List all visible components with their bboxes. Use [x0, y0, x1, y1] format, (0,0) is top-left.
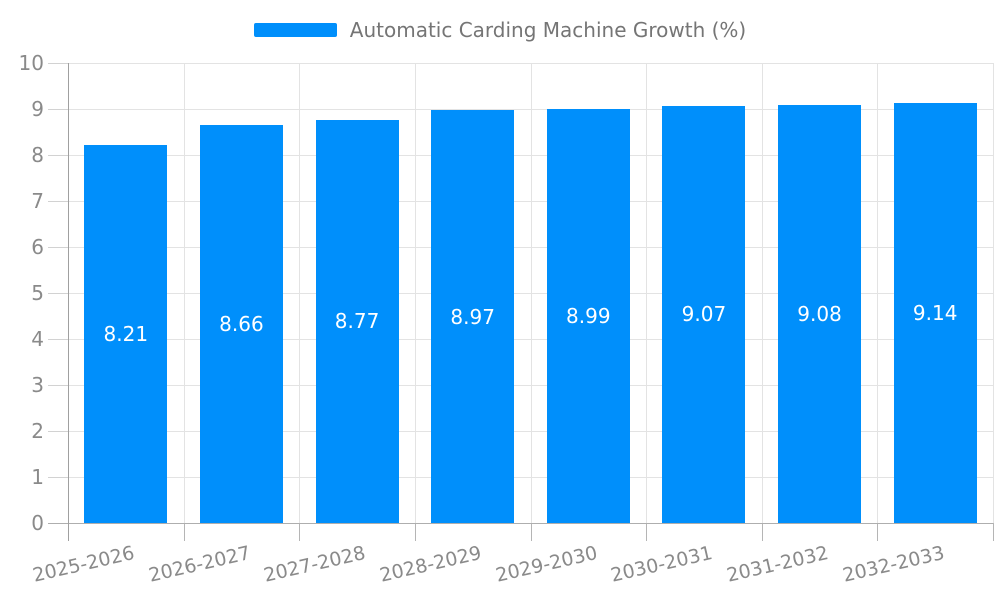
x-axis-tick [761, 523, 763, 541]
y-axis-line [68, 63, 69, 541]
bar-2027-2028 [315, 119, 399, 523]
y-tick-label: 5 [31, 281, 44, 305]
bar-2025-2026 [84, 145, 168, 523]
v-gridline [299, 63, 301, 523]
y-tick-label: 9 [31, 97, 44, 121]
y-axis-tick [48, 247, 68, 248]
x-axis-tick [993, 523, 994, 541]
bar-value-label: 8.21 [103, 322, 149, 347]
v-gridline [414, 63, 416, 523]
legend-swatch [253, 23, 337, 37]
y-tick-label: 1 [31, 465, 44, 489]
y-tick-label: 4 [31, 327, 44, 351]
x-axis-tick [530, 523, 532, 541]
v-gridline [183, 63, 185, 523]
y-axis-tick [48, 155, 68, 156]
x-axis-tick [877, 523, 879, 541]
y-tick-label: 3 [31, 373, 44, 397]
bar-2029-2030 [546, 109, 630, 523]
v-gridline [646, 63, 648, 523]
bar-value-label: 8.97 [450, 304, 495, 329]
v-gridline [993, 63, 994, 523]
bar-2032-2033 [893, 102, 977, 523]
y-tick-label: 2 [31, 419, 44, 443]
legend-label: Automatic Carding Machine Growth (%) [349, 18, 747, 42]
x-tick-label: 2028-2029 [377, 542, 484, 587]
y-axis-tick [48, 63, 68, 64]
legend: Automatic Carding Machine Growth (%) [0, 16, 1000, 44]
x-axis-tick [299, 523, 301, 541]
y-tick-label: 8 [31, 143, 44, 167]
legend-item[interactable]: Automatic Carding Machine Growth (%) [253, 16, 747, 44]
bar-2031-2032 [778, 105, 862, 523]
x-tick-label: 2027-2028 [262, 542, 369, 587]
y-tick-label: 6 [31, 235, 44, 259]
y-tick-label: 7 [31, 189, 44, 213]
bar-2030-2031 [662, 105, 746, 523]
y-axis-tick [48, 431, 68, 432]
bar-value-label: 8.66 [219, 311, 264, 336]
x-tick-label: 2030-2031 [609, 542, 715, 587]
x-tick-label: 2026-2027 [146, 542, 253, 587]
bar-2026-2027 [199, 124, 283, 523]
bar-2028-2029 [431, 110, 515, 523]
y-axis-tick [48, 293, 68, 294]
bar-value-label: 9.14 [912, 300, 958, 325]
x-axis-line [48, 523, 993, 524]
x-axis-tick [183, 523, 185, 541]
bar-value-label: 9.08 [797, 302, 842, 327]
y-axis-tick [48, 109, 68, 110]
x-tick-label: 2025-2026 [30, 542, 137, 587]
x-tick-label: 2029-2030 [493, 542, 600, 587]
y-axis-tick [48, 339, 68, 340]
x-axis-tick [414, 523, 416, 541]
bar-value-label: 8.99 [566, 304, 611, 329]
v-gridline [877, 63, 879, 523]
x-tick-label: 2031-2032 [724, 542, 831, 587]
y-axis-tick [48, 385, 68, 386]
x-tick-label: 2032-2033 [840, 542, 947, 587]
y-tick-label: 10 [18, 51, 44, 75]
v-gridline [530, 63, 532, 523]
y-tick-label: 0 [31, 511, 44, 535]
x-axis-tick [646, 523, 648, 541]
bar-value-label: 8.77 [334, 309, 380, 334]
v-gridline [761, 63, 763, 523]
y-axis-tick [48, 477, 68, 478]
y-axis-tick [48, 201, 68, 202]
bar-value-label: 9.07 [681, 302, 727, 327]
